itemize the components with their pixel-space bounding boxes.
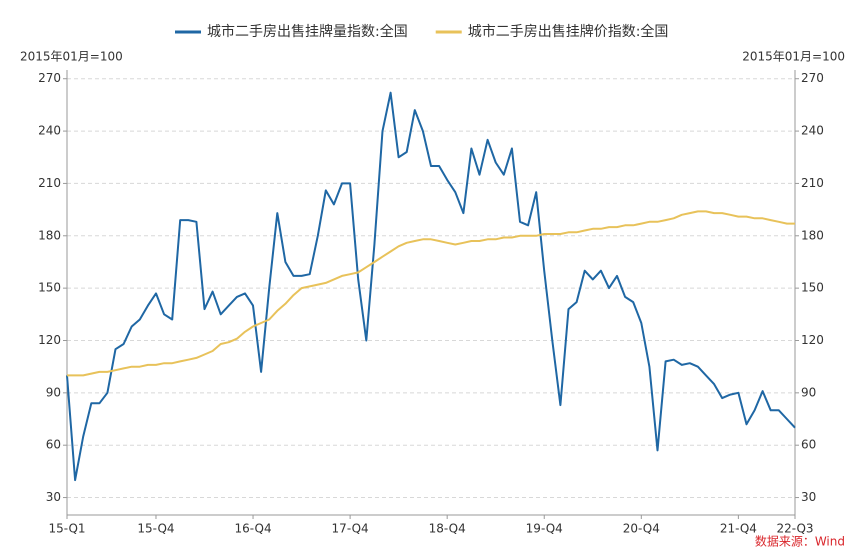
y2-tick-label: 240 <box>801 124 824 138</box>
y-axis-label: 2015年01月=100 <box>20 50 123 64</box>
y2-tick-label: 180 <box>801 228 824 242</box>
legend-label: 城市二手房出售挂牌价指数:全国 <box>468 23 669 40</box>
y2-tick-label: 210 <box>801 176 824 190</box>
x-tick-label: 22-Q3 <box>776 522 813 536</box>
source-note: 数据来源：Wind <box>755 534 845 549</box>
y2-tick-label: 60 <box>801 438 816 452</box>
y-tick-label: 180 <box>38 228 61 242</box>
y-tick-label: 90 <box>46 385 61 399</box>
x-tick-label: 15-Q4 <box>137 522 174 536</box>
y2-tick-label: 150 <box>801 281 824 295</box>
y-tick-label: 60 <box>46 438 61 452</box>
x-tick-label: 19-Q4 <box>526 522 563 536</box>
x-tick-label: 16-Q4 <box>234 522 271 536</box>
y2-tick-label: 120 <box>801 333 824 347</box>
x-tick-label: 18-Q4 <box>429 522 466 536</box>
legend-label: 城市二手房出售挂牌量指数:全国 <box>207 23 408 40</box>
x-tick-label: 15-Q1 <box>48 522 85 536</box>
y2-tick-label: 30 <box>801 490 816 504</box>
y-tick-label: 120 <box>38 333 61 347</box>
y2-tick-label: 270 <box>801 71 824 85</box>
y2-tick-label: 90 <box>801 385 816 399</box>
series-line <box>67 210 795 377</box>
x-tick-label: 17-Q4 <box>332 522 369 536</box>
y-tick-label: 150 <box>38 281 61 295</box>
y2-axis-label: 2015年01月=100 <box>742 50 845 64</box>
y-tick-label: 30 <box>46 490 61 504</box>
y-tick-label: 210 <box>38 176 61 190</box>
y-tick-label: 270 <box>38 71 61 85</box>
x-tick-label: 20-Q4 <box>623 522 660 536</box>
y-tick-label: 240 <box>38 124 61 138</box>
x-tick-label: 21-Q4 <box>720 522 757 536</box>
series-line <box>66 91 796 482</box>
